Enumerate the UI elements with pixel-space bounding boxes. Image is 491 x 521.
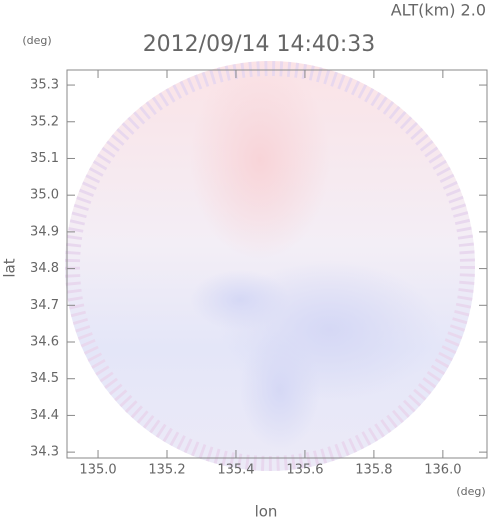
radar-field [65, 61, 475, 471]
x-tick-label: 135.2 [148, 463, 185, 478]
x-axis-label: lon [255, 503, 278, 521]
subtitle: ALT(km) 2.0 [391, 1, 486, 20]
y-tick-label: 35.2 [30, 114, 59, 129]
y-tick-label: 34.9 [30, 224, 59, 239]
x-unit: (deg) [456, 485, 485, 498]
y-tick-label: 34.7 [30, 298, 59, 313]
y-tick-label: 34.6 [30, 335, 59, 350]
plot-frame [66, 69, 488, 459]
x-tick-label: 135.6 [286, 463, 323, 478]
y-axis-label: lat [1, 258, 19, 277]
x-tick-label: 135.8 [355, 463, 392, 478]
y-tick-label: 34.4 [30, 408, 59, 423]
x-tick-label: 135.4 [217, 463, 254, 478]
x-tick-label: 135.0 [79, 463, 116, 478]
y-tick-label: 35.3 [30, 78, 59, 93]
y-unit: (deg) [22, 34, 51, 47]
y-tick-label: 34.5 [30, 371, 59, 386]
y-tick-label: 35.0 [30, 188, 59, 203]
x-tick-label: 136.0 [424, 463, 461, 478]
chart-title: 2012/09/14 14:40:33 [143, 32, 376, 57]
y-tick-label: 35.1 [30, 151, 59, 166]
y-tick-label: 34.8 [30, 261, 59, 276]
y-tick-label: 34.3 [30, 445, 59, 460]
